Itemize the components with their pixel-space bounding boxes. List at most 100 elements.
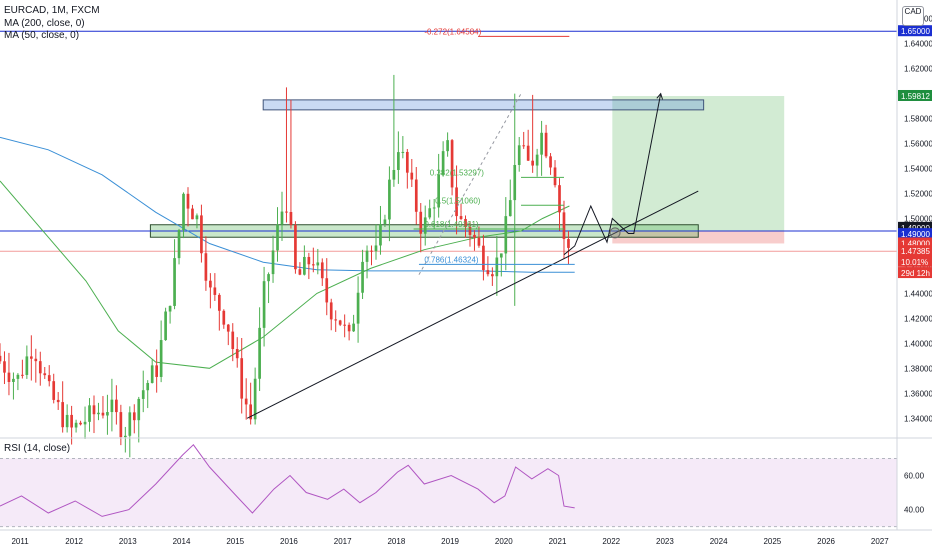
candle-body (325, 278, 329, 303)
candle-body (217, 294, 221, 311)
rsi-line (0, 444, 575, 517)
candle (249, 382, 253, 425)
price-badge-label: 1.47385 (901, 247, 930, 256)
symbol-legend[interactable]: EURCAD, 1M, FXCM (4, 5, 100, 16)
candle-body (222, 310, 226, 325)
candle-body (115, 399, 118, 413)
candle (307, 252, 311, 280)
candle-body (522, 145, 526, 147)
candle (303, 245, 306, 276)
candle-body (226, 324, 230, 332)
candle (258, 307, 261, 392)
candle (88, 398, 91, 432)
candle (513, 93, 517, 306)
candle (320, 258, 324, 286)
ma200-legend[interactable]: MA (200, close, 0) (4, 18, 85, 29)
candle (226, 323, 230, 346)
price-tick-label: 1.38000 (904, 364, 932, 373)
annotations-layer: -0.272(1.64584) 0.786(1.46324) 0.382(1.532… (246, 27, 699, 419)
candle-body (405, 151, 409, 173)
moving-averages-layer (0, 136, 575, 369)
candle (392, 74, 396, 187)
candle (477, 226, 481, 248)
candle (200, 204, 203, 263)
fib-label: 0.5(1.51060) (435, 196, 481, 205)
candle-body (123, 435, 127, 438)
candle-body (468, 226, 472, 235)
price-tick-label: 1.56000 (904, 140, 932, 149)
candle (549, 153, 552, 175)
candle (365, 245, 369, 279)
time-tick-label: 2025 (763, 537, 781, 546)
candle (352, 314, 355, 332)
candle-body (307, 256, 311, 265)
candle-body (397, 152, 400, 170)
candle (334, 310, 338, 332)
candle (464, 215, 467, 238)
candle-body (195, 215, 199, 220)
fib-label: 0.382(1.53297) (430, 168, 485, 177)
candle (379, 205, 382, 255)
candle (343, 314, 346, 338)
candle-body (74, 422, 78, 428)
candle-body (88, 405, 91, 422)
candle (459, 203, 463, 221)
price-tick-label: 1.44000 (904, 289, 932, 298)
candle-body (209, 280, 212, 288)
candle (562, 200, 566, 260)
candle (3, 351, 6, 385)
candle (374, 224, 378, 260)
candle-body (392, 169, 396, 180)
currency-badge[interactable]: CAD (902, 6, 924, 26)
candle (177, 228, 181, 265)
price-tick-label: 1.42000 (904, 314, 932, 323)
candle-body (141, 390, 145, 399)
candle (517, 136, 521, 172)
candle (499, 253, 503, 277)
candle (70, 405, 73, 445)
price-tick-label: 1.34000 (904, 414, 932, 423)
candle-body (25, 356, 29, 375)
candle-body (553, 167, 557, 186)
candle-body (289, 212, 293, 225)
candle-body (446, 140, 449, 152)
candle (235, 337, 239, 368)
price-badge-bg (898, 25, 932, 37)
price-badge-label: 29d 12h (901, 269, 930, 278)
candle (38, 351, 42, 386)
time-tick-label: 2014 (173, 537, 191, 546)
candle (285, 87, 288, 223)
candle (164, 307, 167, 341)
candle-body (83, 421, 87, 425)
time-tick-label: 2022 (602, 537, 620, 546)
candle-body (249, 404, 253, 420)
candle-body (186, 193, 190, 209)
rsi-legend[interactable]: RSI (14, close) (4, 443, 71, 454)
rsi-band (0, 458, 897, 527)
candle (356, 276, 360, 343)
price-tick-label: 1.50000 (904, 215, 932, 224)
candle (231, 323, 235, 362)
candle-body (294, 224, 297, 270)
candle-body (258, 327, 261, 379)
candle (486, 256, 490, 277)
candle-body (311, 264, 315, 266)
candle-body (531, 160, 534, 166)
candle-body (388, 179, 391, 220)
candle-body (164, 311, 167, 341)
candle-body (374, 245, 378, 252)
price-badge-bg (898, 89, 932, 101)
ma50-legend[interactable]: MA (50, close, 0) (4, 30, 80, 41)
candle (97, 402, 100, 421)
candle (34, 348, 38, 383)
candle (414, 166, 418, 225)
candle-body (92, 405, 96, 415)
candle-body (464, 218, 467, 227)
candle-body (231, 331, 235, 350)
candle (419, 203, 423, 253)
candle-body (7, 372, 11, 382)
price-badge: 1.47385 (898, 245, 932, 257)
candle (540, 120, 543, 176)
